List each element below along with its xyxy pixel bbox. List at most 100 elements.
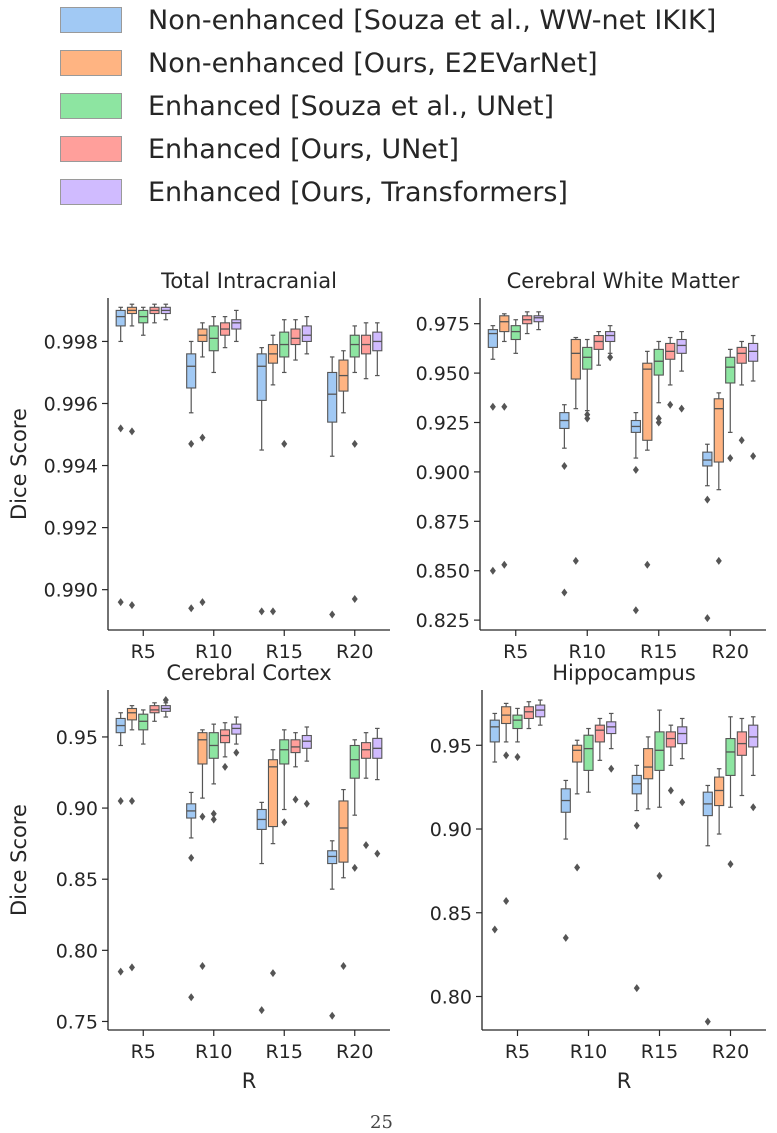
y-tick-label: 0.85: [56, 869, 98, 891]
box-iqr: [231, 723, 242, 735]
outlier-point: [501, 560, 508, 569]
box-series-2-R10: [197, 322, 208, 607]
outlier-point: [750, 452, 757, 461]
outlier-point: [667, 400, 674, 409]
box-iqr: [654, 731, 665, 771]
y-tick-label: 0.80: [56, 940, 98, 962]
y-tick-label: 0.975: [416, 314, 470, 336]
box-series-5-R5: [533, 311, 544, 331]
box-iqr: [267, 759, 279, 828]
outlier-point: [572, 556, 579, 565]
box-iqr: [349, 334, 360, 358]
outlier-point: [561, 588, 568, 597]
box-series-5-R10: [231, 309, 242, 343]
box-series-3-R10: [208, 723, 219, 824]
y-axis-label: Dice Score: [7, 804, 31, 916]
box-series-5-R15: [301, 726, 312, 808]
outlier-point: [269, 969, 276, 978]
box-series-4-R10: [219, 316, 231, 349]
outlier-point: [633, 984, 640, 993]
y-tick-label: 0.996: [44, 393, 98, 415]
box-series-1-R20: [327, 356, 338, 619]
outlier-point: [667, 786, 674, 795]
outlier-point: [562, 933, 569, 942]
y-axis-label: Dice Score: [7, 408, 31, 520]
box-iqr: [605, 331, 616, 343]
box-iqr: [594, 724, 605, 743]
box-series-1-R10: [560, 779, 571, 942]
box-series-4-R20: [360, 732, 372, 850]
outlier-point: [607, 353, 614, 362]
box-series-2-R5: [126, 705, 138, 972]
x-tick-label: R5: [505, 1041, 530, 1063]
y-tick-label: 0.80: [430, 987, 472, 1009]
box-series-1-R10: [559, 404, 570, 597]
panel-4: Hippocampus 0.80 0.85 0.90 0.95 R5 R10 R15 R20 R: [430, 661, 766, 1093]
box-series-4-R20: [736, 340, 747, 445]
legend-swatch-5: [60, 179, 122, 205]
outlier-point: [210, 815, 217, 824]
legend-label-4: Enhanced [Ours, UNet]: [148, 133, 460, 165]
box-series-2-R15: [642, 350, 653, 569]
x-tick-label: R10: [569, 641, 606, 663]
x-tick-label: R10: [570, 1041, 607, 1063]
box-series-1-R10: [186, 791, 197, 1002]
x-tick-label: R20: [712, 1041, 749, 1063]
outlier-point: [503, 751, 510, 760]
box-iqr: [149, 705, 160, 714]
box-series-3-R5: [510, 319, 521, 354]
outlier-point: [188, 993, 195, 1002]
y-tick-label: 0.990: [44, 580, 98, 602]
box-series-1-R5: [115, 712, 126, 976]
box-series-1-R15: [630, 412, 641, 615]
box-iqr: [714, 776, 725, 807]
legend-swatch-2: [60, 50, 122, 76]
outlier-point: [704, 1017, 711, 1026]
box-series-1-R20: [702, 784, 713, 1026]
box-iqr: [279, 739, 290, 765]
outlier-point: [715, 556, 722, 565]
panel-3: Cerebral Cortex 0.75 0.80 0.85 0.90 0.95 Dice …: [7, 661, 390, 1093]
outlier-point: [632, 606, 639, 615]
outlier-point: [633, 821, 640, 830]
y-tick-label: 0.900: [416, 462, 470, 484]
box-series-4-R20: [360, 322, 372, 380]
outlier-point: [199, 961, 206, 970]
legend-label-5: Enhanced [Ours, Transformers]: [148, 176, 568, 208]
y-tick-label: 0.95: [430, 735, 472, 757]
box-iqr: [499, 315, 510, 333]
outlier-point: [655, 418, 662, 427]
outlier-point: [292, 795, 299, 804]
legend-entry-4: Enhanced [Ours, UNet]: [60, 129, 459, 169]
outlier-point: [329, 610, 336, 619]
legend-entry-5: Enhanced [Ours, Transformers]: [60, 172, 568, 212]
legend-label-2: Non-enhanced [Ours, E2EVarNet]: [148, 47, 598, 79]
box-series-1-R5: [487, 325, 498, 575]
outlier-point: [128, 427, 135, 436]
y-tick-label: 0.850: [416, 561, 470, 583]
box-series-5-R20: [372, 727, 383, 858]
box-series-5-R20: [372, 322, 383, 377]
outlier-point: [340, 961, 347, 970]
box-series-5-R20: [748, 334, 759, 461]
outlier-point: [199, 598, 206, 607]
box-iqr: [489, 719, 500, 743]
box-iqr: [487, 329, 498, 348]
box-plot-figure: Total Intracranial 0.990 0.992 0.994 0.996 0.…: [7, 269, 766, 1093]
x-axis-label: R: [617, 1069, 632, 1093]
box-iqr: [256, 353, 267, 401]
outlier-point: [491, 925, 498, 934]
legend-entry-1: Non-enhanced [Souza et al., WW-net IKIK]: [60, 0, 716, 40]
box-series-3-R10: [582, 338, 593, 423]
outlier-point: [117, 424, 124, 433]
box-iqr: [676, 338, 687, 354]
box-iqr: [653, 348, 664, 376]
box-iqr: [725, 356, 736, 384]
box-series-3-R15: [279, 319, 290, 448]
x-tick-label: R15: [266, 641, 303, 663]
outlier-point: [679, 798, 686, 807]
box-iqr: [593, 334, 604, 350]
box-iqr: [665, 731, 676, 748]
box-series-1-R20: [327, 840, 338, 1020]
outlier-point: [128, 601, 135, 610]
